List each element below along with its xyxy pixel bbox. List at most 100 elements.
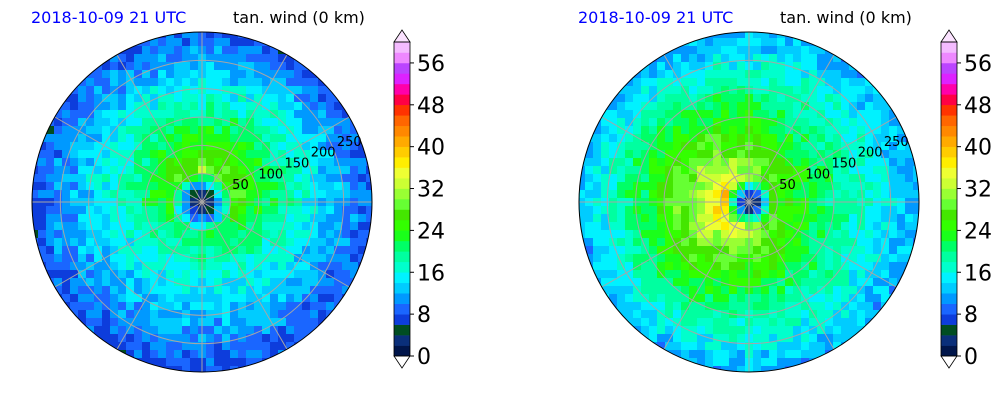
radial-tick-label: 200	[858, 146, 883, 161]
colorbar-tick-label: 16	[417, 261, 445, 286]
colorbar-segment	[941, 188, 957, 200]
colorbar-segment	[394, 42, 410, 53]
colorbar-segment	[941, 303, 957, 315]
colorbar-tick-label: 48	[417, 94, 445, 119]
radial-tick-label: 250	[337, 135, 362, 150]
grid-spoke	[748, 116, 897, 203]
grid-spoke	[201, 116, 350, 203]
colorbar-tick-label: 24	[964, 219, 992, 244]
colorbar-segment	[941, 209, 957, 221]
radial-tick-label: 250	[884, 135, 909, 150]
colorbar-segment	[941, 335, 957, 346]
colorbar-segment	[394, 251, 410, 263]
colorbar-tick-label: 32	[964, 178, 992, 203]
colorbar-tick-label: 48	[964, 94, 992, 119]
colorbar-segment	[394, 167, 410, 179]
colorbar-segment	[941, 345, 957, 357]
colorbar-segment	[941, 52, 957, 64]
colorbar-tick-label: 32	[417, 178, 445, 203]
colorbar-segment	[941, 324, 957, 336]
colorbar-segment	[941, 73, 957, 85]
colorbar-tick-label: 40	[417, 136, 445, 161]
colorbar-segment	[394, 314, 410, 325]
colorbar-segment	[941, 125, 957, 137]
grid-spoke	[201, 201, 288, 350]
polar-frame	[578, 31, 920, 373]
polar-grid	[32, 32, 372, 372]
radial-tick-label: 50	[232, 178, 249, 193]
colorbar-segment	[941, 230, 957, 242]
colorbar-segment	[394, 324, 410, 336]
colorbar-segment	[394, 293, 410, 304]
grid-spoke	[201, 54, 288, 203]
colorbar-segment	[394, 94, 410, 106]
colorbar-tick-label: 16	[964, 261, 992, 286]
colorbar-segment	[941, 240, 957, 252]
radial-tick-label: 200	[311, 146, 336, 161]
colorbar-outline	[393, 41, 411, 357]
colorbar-segment	[394, 157, 410, 168]
radial-tick-label: 150	[285, 156, 310, 171]
colorbar-segment	[394, 136, 410, 147]
colorbar-segment	[941, 282, 957, 294]
radial-tick-label: 100	[805, 167, 830, 182]
colorbar-segment	[394, 62, 410, 74]
colorbar-segment	[941, 136, 957, 147]
colorbar-segment	[941, 272, 957, 284]
colorbar-segment	[394, 272, 410, 284]
colorbar-segment	[941, 83, 957, 95]
colorbar-segment	[941, 157, 957, 168]
colorbar-segment	[941, 251, 957, 263]
colorbar-segment	[394, 219, 410, 231]
colorbar-tick-label: 0	[964, 345, 978, 370]
colorbar-segment	[394, 83, 410, 95]
colorbar-segment	[941, 94, 957, 106]
colorbar-segment	[394, 282, 410, 294]
colorbar-segment	[941, 42, 957, 53]
colorbar-segment	[394, 178, 410, 189]
colorbar-segment	[941, 178, 957, 189]
panel-left-time-label: 2018-10-09 21 UTC	[31, 8, 187, 27]
colorbar-segment	[941, 167, 957, 179]
colorbar-segment	[394, 240, 410, 252]
radial-tick-label: 150	[832, 156, 857, 171]
polar-frame	[31, 31, 373, 373]
colorbar-segment	[941, 104, 957, 116]
grid-spoke	[748, 54, 835, 203]
grid-spoke	[116, 54, 203, 203]
panel-left-variable-label: tan. wind (0 km)	[233, 8, 365, 27]
radial-tick-label: 100	[258, 167, 283, 182]
colorbar-segment	[394, 230, 410, 242]
polar-grid	[579, 32, 919, 372]
colorbar-tick-label: 24	[417, 219, 445, 244]
colorbar-segment	[941, 293, 957, 304]
colorbar-tick-label: 0	[417, 345, 431, 370]
colorbar-extend-max	[393, 29, 411, 43]
colorbar-segment	[941, 314, 957, 325]
grid-spoke	[116, 201, 203, 350]
colorbar-segment	[394, 52, 410, 64]
panel-right: 2018-10-09 21 UTC tan. wind (0 km) 50 100…	[547, 0, 1007, 401]
grid-spoke	[748, 201, 835, 350]
colorbar-segment	[941, 261, 957, 273]
colorbar-segment	[394, 115, 410, 127]
colorbar-segment	[394, 73, 410, 85]
radial-tick-label: 50	[779, 178, 796, 193]
colorbar-tick-label: 56	[417, 52, 445, 77]
colorbar-tick-label: 40	[964, 136, 992, 161]
grid-spoke	[601, 116, 750, 203]
colorbar-tick-label: 8	[417, 303, 431, 328]
grid-spoke	[601, 201, 750, 288]
colorbar-segment	[394, 303, 410, 315]
colorbar-segment	[394, 146, 410, 158]
colorbar-segment	[941, 199, 957, 210]
colorbar-segment	[394, 199, 410, 210]
grid-spoke	[748, 201, 897, 288]
colorbar-segment	[394, 209, 410, 221]
panel-right-time-label: 2018-10-09 21 UTC	[578, 8, 734, 27]
panel-right-variable-label: tan. wind (0 km)	[780, 8, 912, 27]
colorbar-extend-min	[393, 355, 411, 369]
colorbar-segment	[941, 146, 957, 158]
